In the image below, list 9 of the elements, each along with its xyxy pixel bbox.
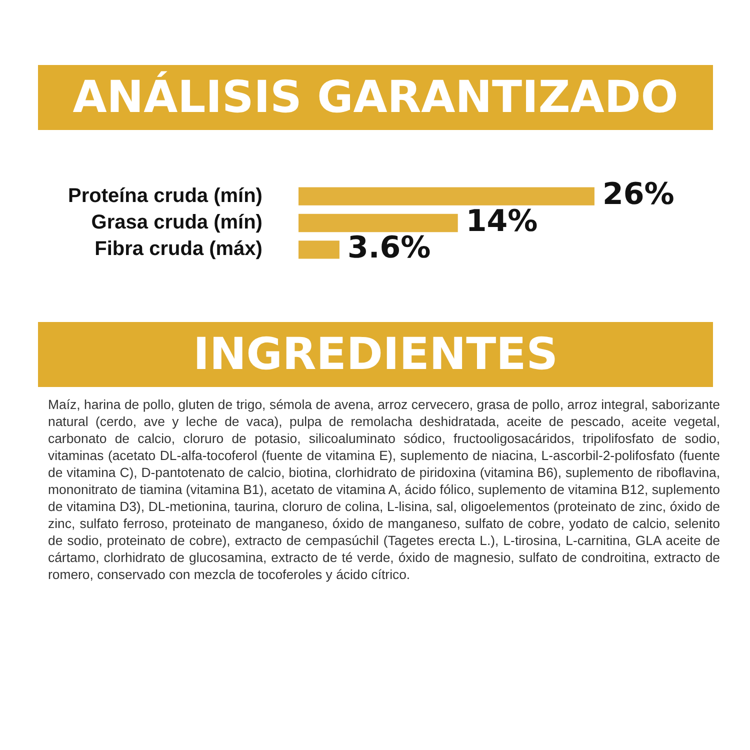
y-tick-label: Proteína cruda (mín) [68,184,262,207]
text: INGREDIENTES [38,322,713,387]
y-tick-label: Fibra cruda (máx) [94,238,262,260]
data-label: 26% [602,177,674,212]
text: Maíz, harina de pollo, gluten de trigo, sémola de avena, arroz cervecero, grasa de pollo, arroz integral, saborizante natural (cerdo, ave y leche de vaca), pulpa de remolacha deshidratada, aceite de pescado, aceite vegetal, carbonato de calcio, cloruro de potasio, silicoaluminato sódico, fructooligosacáridos, tripolifosfato de sodio, vitaminas (acetato DL-alfa-tocoferol (fuente de vitamina E), suplemento de niacina, L-ascorbil-2-polifosfato (fuente de vitamina C), D-pantotenato de calcio, biotina, clorhidrato de piridoxina (vitamina B6), suplemento de riboflavina, mononitrato de tiamina (vitamina B1), acetato de vitamina A, ácido fólico, suplemento de vitamina B12, suplemento de vitamina D3), DL-metionina, taurina, cloruro de colina, L-lisina, sal, oligoelementos (proteinato de zinc, óxido de zinc, sulfato ferroso, proteinato de manganeso, óxido de manganeso, sulfato de cobre, yodato de calcio, selenito de sodio, proteinato de cobre), extracto de cempasúchil (Tagetes erecta L.), L-tirosina, L-carnitina, GLA aceite de cártamo, clorhidrato de glucosamina, extracto de té verde, óxido de magnesio, sulfato de condroitina, extracto de romero, conservado con mezcla de tocoferoles y ácido cítrico. [48,397,720,582]
y-tick-label: Grasa cruda (mín) [91,212,262,234]
chart-title: ANÁLISIS GARANTIZADO [38,65,713,130]
data-label: 3.6% [347,230,431,266]
data-label: 14% [466,204,538,239]
